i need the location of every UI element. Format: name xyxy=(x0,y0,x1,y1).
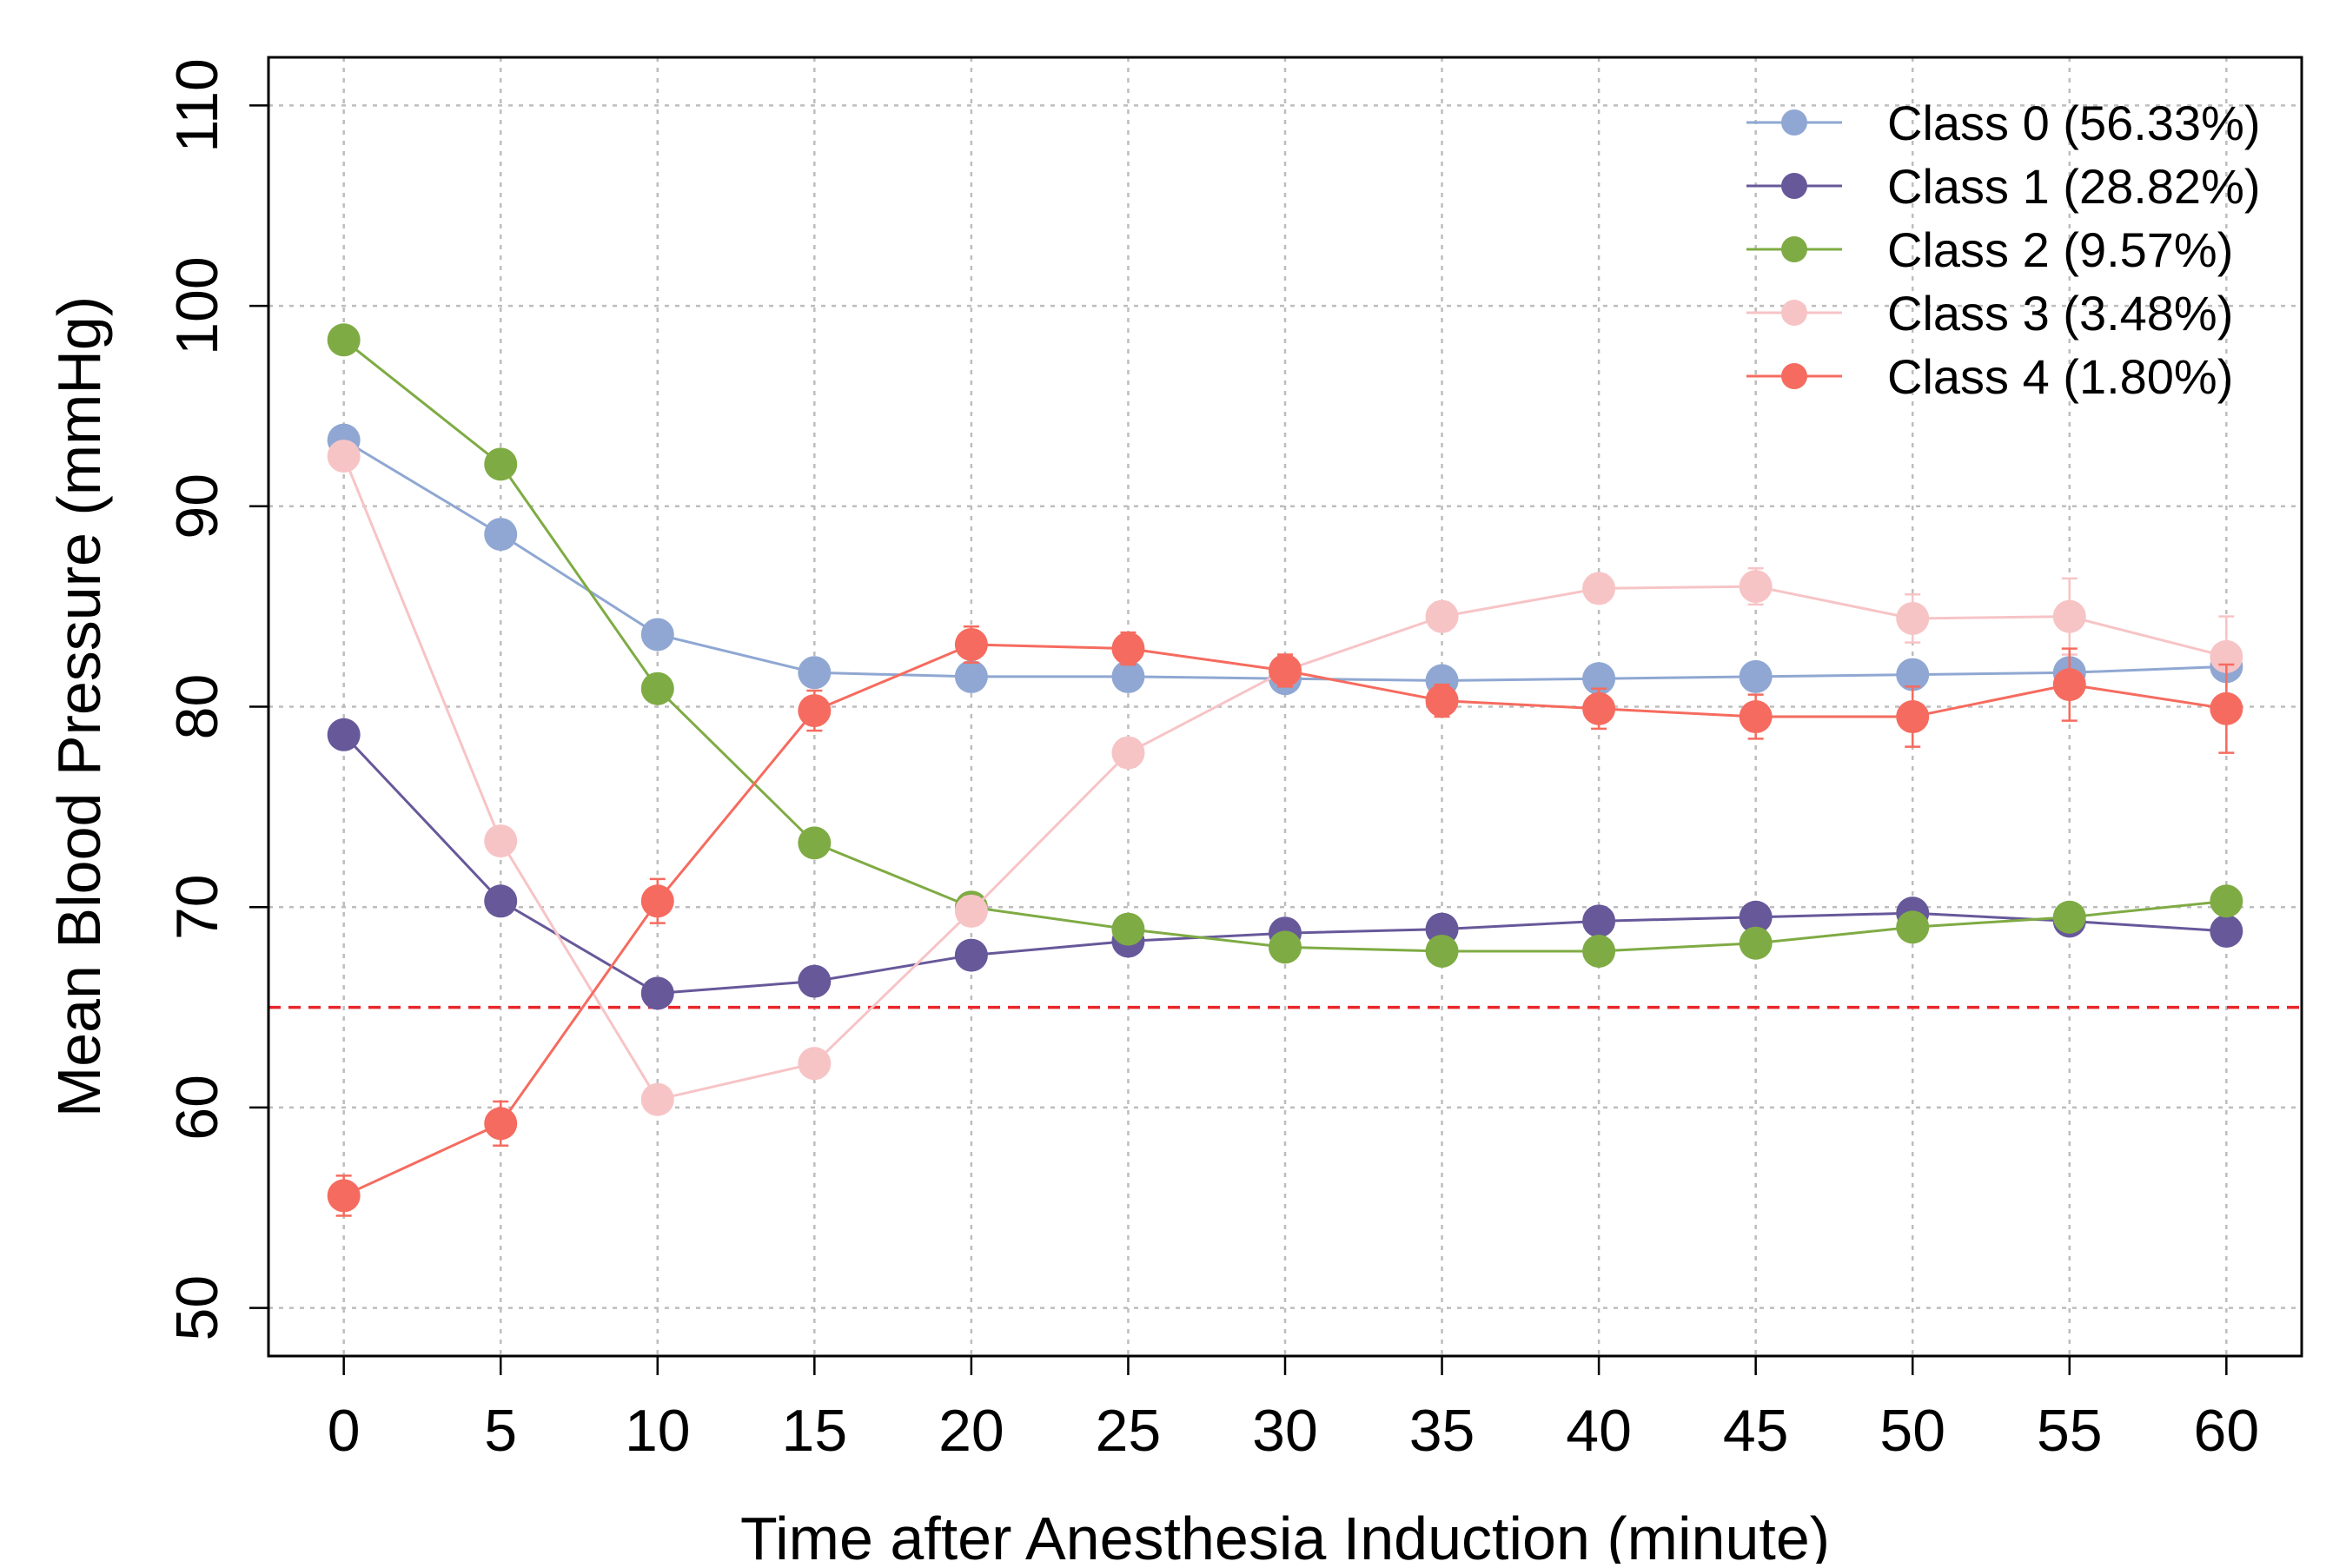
data-point xyxy=(640,618,674,652)
data-point xyxy=(798,1047,832,1081)
y-tick-label: 60 xyxy=(164,1075,230,1141)
data-point xyxy=(798,964,832,998)
data-point xyxy=(1896,910,1930,944)
data-point xyxy=(1425,934,1459,968)
x-tick-label: 45 xyxy=(1723,1398,1789,1464)
data-point xyxy=(1269,930,1302,964)
data-point xyxy=(798,694,832,728)
data-point xyxy=(2210,639,2243,673)
y-tick-label: 50 xyxy=(164,1275,230,1341)
legend-label: Class 3 (3.48%) xyxy=(1887,286,2233,341)
data-point xyxy=(1896,658,1930,691)
data-point xyxy=(1896,601,1930,635)
x-tick-label: 25 xyxy=(1096,1398,1162,1464)
data-point xyxy=(954,627,988,661)
data-point xyxy=(1582,904,1616,938)
data-point xyxy=(1582,662,1616,696)
y-tick-label: 90 xyxy=(164,473,230,539)
data-point xyxy=(1739,926,1773,960)
data-point xyxy=(1111,736,1145,770)
data-point xyxy=(2210,914,2243,948)
legend-item: Class 0 (56.33%) xyxy=(1746,96,2261,150)
legend-item: Class 2 (9.57%) xyxy=(1746,222,2233,277)
legend-item: Class 1 (28.82%) xyxy=(1746,159,2261,214)
y-tick-label: 110 xyxy=(164,58,230,152)
legend-label: Class 0 (56.33%) xyxy=(1887,96,2261,150)
data-point xyxy=(2052,668,2086,702)
x-tick-label: 0 xyxy=(328,1398,361,1464)
data-point xyxy=(640,976,674,1010)
x-tick-label: 55 xyxy=(2037,1398,2103,1464)
data-point xyxy=(1111,659,1145,693)
data-point xyxy=(1111,912,1145,946)
legend-label: Class 4 (1.80%) xyxy=(1887,349,2233,404)
legend-label: Class 1 (28.82%) xyxy=(1887,159,2261,214)
data-point xyxy=(954,938,988,972)
x-tick-label: 20 xyxy=(938,1398,1004,1464)
axes: 0 5 10 15 20 25 30 35 40 45 50 55 60 50 60 70 80 90 100 110 xyxy=(164,56,2303,1464)
y-tick-label: 70 xyxy=(164,874,230,940)
legend-item: Class 3 (3.48%) xyxy=(1746,286,2233,341)
y-tick-label: 100 xyxy=(164,256,230,354)
series-2 xyxy=(327,323,2243,968)
data-point xyxy=(2210,884,2243,918)
data-point xyxy=(1739,659,1773,693)
data-point xyxy=(327,440,361,473)
x-tick-label: 50 xyxy=(1879,1398,1945,1464)
data-point xyxy=(1269,653,1302,687)
data-point xyxy=(2052,599,2086,633)
data-point xyxy=(1425,599,1459,633)
data-point xyxy=(2052,900,2086,934)
legend-marker xyxy=(1781,236,1807,262)
legend: Class 0 (56.33%) Class 1 (28.82%) Class 2 … xyxy=(1746,96,2261,404)
data-point xyxy=(640,672,674,705)
x-tick-label: 15 xyxy=(782,1398,848,1464)
legend-label: Class 2 (9.57%) xyxy=(1887,222,2233,277)
data-point xyxy=(484,518,518,552)
data-point xyxy=(1739,900,1773,934)
data-point xyxy=(1582,691,1616,725)
y-tick-label: 80 xyxy=(164,674,230,740)
series-4 xyxy=(327,625,2243,1217)
data-point xyxy=(2210,691,2243,725)
data-point xyxy=(954,659,988,693)
data-point xyxy=(1582,572,1616,605)
data-point xyxy=(798,656,832,690)
x-tick-label: 60 xyxy=(2194,1398,2260,1464)
data-point xyxy=(1582,934,1616,968)
data-point xyxy=(484,884,518,918)
series-group xyxy=(327,323,2243,1217)
legend-marker xyxy=(1781,173,1807,199)
data-point xyxy=(327,1179,361,1213)
data-point xyxy=(1739,700,1773,734)
legend-marker xyxy=(1781,109,1807,136)
legend-marker xyxy=(1781,300,1807,326)
data-point xyxy=(1111,632,1145,665)
x-tick-label: 40 xyxy=(1566,1398,1632,1464)
x-tick-label: 5 xyxy=(484,1398,517,1464)
x-tick-label: 10 xyxy=(625,1398,691,1464)
legend-item: Class 4 (1.80%) xyxy=(1746,349,2233,404)
data-point xyxy=(954,894,988,928)
data-point xyxy=(640,1082,674,1116)
data-point xyxy=(798,826,832,860)
data-point xyxy=(640,884,674,918)
data-point xyxy=(1425,684,1459,718)
data-point xyxy=(327,323,361,357)
plot-frame xyxy=(267,56,2303,1358)
data-point xyxy=(484,447,518,481)
data-point xyxy=(484,824,518,858)
data-point xyxy=(327,718,361,751)
y-axis-title: Mean Blood Pressure (mmHg) xyxy=(45,296,113,1117)
data-point xyxy=(1739,570,1773,604)
x-tick-label: 30 xyxy=(1252,1398,1318,1464)
x-tick-label: 35 xyxy=(1409,1398,1475,1464)
data-point xyxy=(1896,700,1930,734)
x-axis-title: Time after Anesthesia Induction (minute) xyxy=(740,1505,1830,1564)
data-point xyxy=(484,1107,518,1141)
legend-marker xyxy=(1781,363,1807,389)
